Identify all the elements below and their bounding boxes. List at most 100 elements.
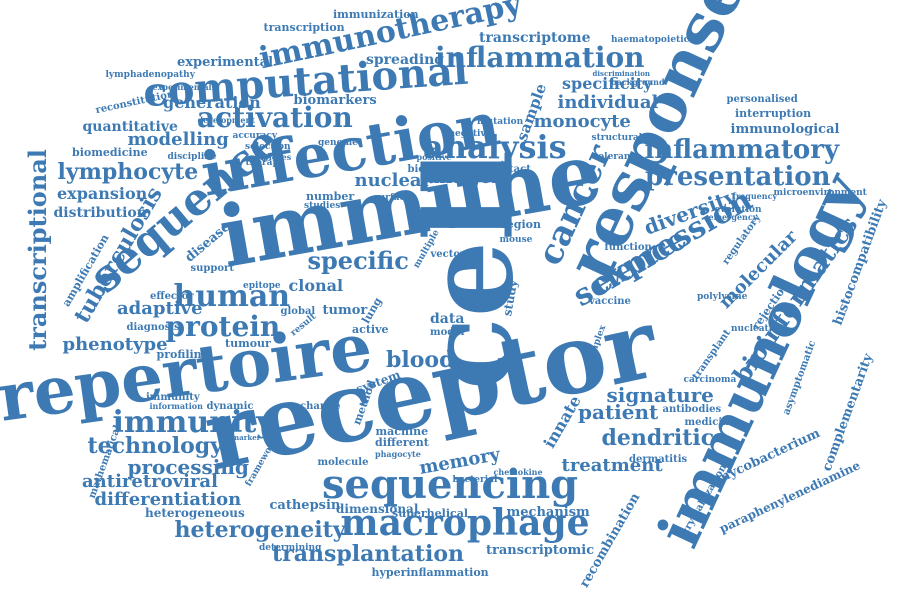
word-17: immunity: [112, 405, 274, 440]
word-85: haematopoietic: [611, 34, 690, 45]
word-81: biomedicine: [72, 145, 148, 159]
word-134: genome: [318, 137, 358, 148]
word-45: antigen: [427, 167, 505, 188]
word-155: background: [611, 77, 665, 87]
word-68: tumor: [322, 302, 368, 318]
word-124: vector: [430, 249, 466, 260]
word-153: polylysine: [697, 291, 748, 302]
word-127: contact: [489, 164, 531, 175]
word-46: monocyte: [533, 111, 631, 132]
word-128: number: [306, 189, 355, 203]
word-58: immunological: [730, 121, 840, 137]
word-150: active: [352, 322, 389, 336]
word-23: inflammatory: [644, 135, 840, 165]
word-12: protein: [165, 310, 281, 343]
word-94: carcinoma: [683, 374, 737, 385]
word-96: microenvironment: [773, 187, 867, 198]
word-99: function: [604, 242, 652, 253]
word-49: generation: [163, 93, 261, 112]
word-142: development: [197, 115, 255, 125]
word-86: personalised: [726, 94, 798, 105]
word-132: therapy: [245, 157, 285, 168]
word-40: differentiation: [94, 489, 242, 510]
word-146: molecule: [317, 457, 369, 468]
word-11: human: [173, 279, 291, 314]
word-48: specificity: [562, 74, 653, 93]
word-110: dynamic: [206, 401, 254, 412]
word-55: experimental: [177, 54, 274, 70]
word-106: factor: [463, 363, 504, 377]
word-131: selection: [245, 141, 291, 152]
word-67: clonal: [288, 276, 344, 295]
word-13: analysis: [423, 128, 567, 166]
word-47: individual: [557, 92, 659, 113]
word-140: tolerance: [594, 151, 642, 162]
word-29: heterogeneity: [174, 517, 346, 543]
word-133: accuracy: [232, 130, 278, 141]
word-50: modelling: [127, 129, 229, 150]
word-71: mechanism: [506, 504, 590, 520]
word-91: medicine: [684, 417, 736, 428]
word-19: inflammation: [435, 41, 645, 74]
word-34: signature: [606, 383, 714, 407]
word-84: immunization: [333, 7, 419, 21]
word-97: frequency: [732, 191, 778, 201]
word-111: information: [149, 401, 203, 411]
word-152: nucleation: [731, 323, 785, 334]
word-109: change: [300, 401, 341, 412]
word-98: evolution: [714, 204, 762, 215]
word-136: discipline: [167, 151, 217, 162]
word-39: processing: [127, 455, 249, 479]
word-22: lymphocyte: [57, 159, 199, 185]
word-31: blood: [386, 347, 455, 373]
word-28: dendritic: [601, 425, 715, 451]
word-139: mutation: [477, 116, 524, 127]
word-64: transcriptomic: [486, 542, 595, 558]
word-129: studies: [304, 200, 341, 211]
word-56: quantitative: [82, 119, 178, 135]
word-44: nuclear: [354, 170, 432, 191]
word-117: global: [280, 306, 316, 317]
word-126: biology: [407, 164, 449, 175]
word-77: determining: [259, 542, 322, 553]
word-148: different: [375, 435, 429, 449]
word-154: emergency: [708, 212, 758, 222]
word-93: dermatitis: [629, 454, 688, 465]
word-141: structural: [591, 132, 643, 143]
word-74: cathepsin: [269, 497, 341, 513]
word-41: antiretroviral: [82, 471, 218, 492]
word-82: lymphadenopathy: [105, 69, 195, 80]
word-9: sequencing: [322, 461, 579, 508]
word-113: profiling: [156, 347, 210, 361]
word-138: negative: [448, 128, 492, 139]
word-147: machine: [375, 424, 429, 438]
word-25: transcriptional: [22, 149, 52, 351]
word-135: complexes: [244, 152, 292, 162]
word-149: phagocyte: [375, 449, 421, 459]
word-137: positive: [416, 152, 452, 162]
word-75: heterogeneous: [145, 506, 245, 520]
word-60: complementarity: [819, 351, 877, 473]
word-112: tumour: [225, 336, 271, 350]
word-120: lung: [359, 294, 385, 326]
word-69: data: [430, 311, 465, 327]
word-115: effector: [150, 291, 194, 302]
word-156: discrimination: [592, 68, 650, 78]
word-108: immunity: [146, 392, 200, 403]
word-53: transcriptome: [479, 30, 591, 46]
word-38: adaptive: [117, 298, 203, 319]
word-123: mouse: [499, 234, 533, 245]
word-24: presentation: [645, 162, 831, 192]
word-54: spreading: [366, 52, 445, 68]
word-87: interruption: [735, 106, 812, 120]
word-83: transcription: [263, 20, 345, 34]
word-116: support: [190, 263, 234, 274]
word-30: transplantation: [272, 541, 464, 567]
word-10: macrophage: [340, 502, 590, 544]
word-92: antibodies: [662, 404, 722, 415]
word-72: superhelical: [392, 506, 469, 520]
word-20: activation: [197, 101, 353, 134]
word-118: epitope: [243, 280, 281, 291]
word-144: chemokine: [493, 467, 543, 477]
